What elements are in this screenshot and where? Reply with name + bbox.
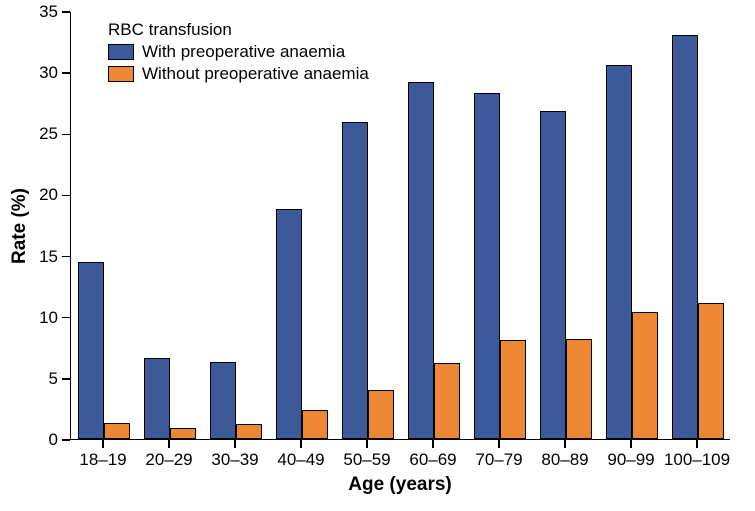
legend-item: Without preoperative anaemia (108, 64, 369, 84)
bar (566, 339, 592, 439)
x-tick (630, 440, 632, 448)
bar (210, 362, 236, 439)
bar (632, 312, 658, 439)
x-tick-label: 18–19 (79, 450, 126, 470)
legend-label: With preoperative anaemia (142, 42, 345, 62)
x-tick (366, 440, 368, 448)
bar (672, 35, 698, 439)
x-tick (168, 440, 170, 448)
bar (698, 303, 724, 439)
x-tick (696, 440, 698, 448)
bar (170, 428, 196, 439)
y-tick (62, 378, 70, 380)
x-tick-label: 30–39 (211, 450, 258, 470)
x-tick-label: 40–49 (277, 450, 324, 470)
x-tick-label: 100–109 (664, 450, 730, 470)
y-tick-label: 25 (0, 124, 58, 144)
y-tick (62, 195, 70, 197)
x-tick (564, 440, 566, 448)
bar (408, 82, 434, 439)
y-tick (62, 11, 70, 13)
legend-swatch (108, 66, 134, 82)
y-tick-label: 5 (0, 369, 58, 389)
x-tick-label: 90–99 (607, 450, 654, 470)
bar (474, 93, 500, 439)
x-tick-label: 60–69 (409, 450, 456, 470)
bar (434, 363, 460, 439)
bar (540, 111, 566, 439)
x-tick-label: 50–59 (343, 450, 390, 470)
bar (500, 340, 526, 439)
y-tick-label: 20 (0, 185, 58, 205)
bar (144, 358, 170, 439)
chart-container: RBC transfusion With preoperative anaemi… (0, 0, 755, 511)
x-tick-label: 20–29 (145, 450, 192, 470)
bar (342, 122, 368, 439)
bar (104, 423, 130, 439)
y-tick (62, 256, 70, 258)
legend-label: Without preoperative anaemia (142, 64, 369, 84)
bar (606, 65, 632, 439)
y-tick (62, 317, 70, 319)
y-tick (62, 134, 70, 136)
bar (276, 209, 302, 439)
bar (368, 390, 394, 439)
legend-item: With preoperative anaemia (108, 42, 369, 62)
legend-swatch (108, 44, 134, 60)
x-tick-label: 80–89 (541, 450, 588, 470)
x-axis-label: Age (years) (348, 474, 452, 496)
x-tick (498, 440, 500, 448)
x-tick (432, 440, 434, 448)
x-tick (234, 440, 236, 448)
y-tick-label: 10 (0, 308, 58, 328)
legend-title: RBC transfusion (108, 20, 369, 40)
y-tick-label: 30 (0, 63, 58, 83)
legend: RBC transfusion With preoperative anaemi… (108, 20, 369, 84)
bar (78, 262, 104, 439)
y-tick-label: 15 (0, 247, 58, 267)
bar (302, 410, 328, 439)
x-tick-label: 70–79 (475, 450, 522, 470)
bar (236, 424, 262, 439)
x-tick (300, 440, 302, 448)
y-tick-label: 35 (0, 2, 58, 22)
y-tick (62, 72, 70, 74)
y-tick (62, 439, 70, 441)
y-tick-label: 0 (0, 430, 58, 450)
x-tick (102, 440, 104, 448)
